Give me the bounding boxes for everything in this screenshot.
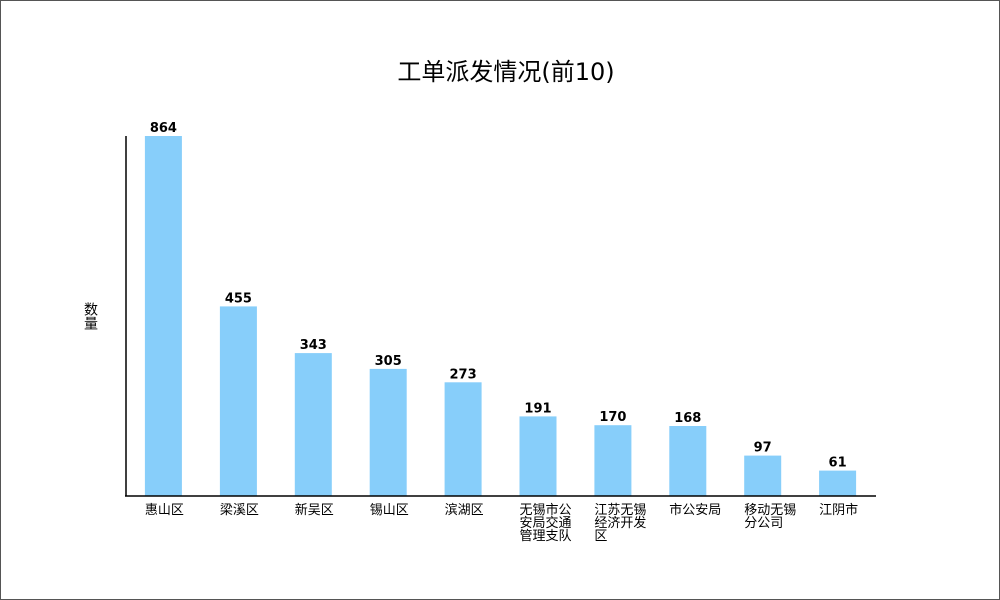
value-label-7: 168 xyxy=(674,411,701,426)
bar-9 xyxy=(819,470,857,496)
category-label-5-line-2: 管理支队 xyxy=(520,529,572,544)
labels-layer: 864 惠山区 455 梁溪区 343 新吴区 305 锡山区 273 滨湖区 191 无锡市公安局交… xyxy=(145,121,858,544)
bars-layer xyxy=(144,136,857,497)
bar-2 xyxy=(294,353,332,496)
value-label-5: 191 xyxy=(524,401,551,416)
value-label-6: 170 xyxy=(599,410,626,425)
bar-6 xyxy=(594,425,632,496)
category-label-6-line-0: 江苏无锡 xyxy=(594,502,646,518)
category-label-6-line-2: 区 xyxy=(594,529,607,544)
category-label-4: 滨湖区 xyxy=(445,502,484,518)
value-label-4: 273 xyxy=(450,367,477,382)
category-label-3: 锡山区 xyxy=(370,503,409,518)
category-label-8-line-0: 移动无锡 xyxy=(744,503,796,518)
category-label-5-line-0: 无锡市公 xyxy=(520,502,572,518)
value-label-3: 305 xyxy=(375,354,402,369)
category-label-9: 江阴市 xyxy=(819,502,858,518)
bar-4 xyxy=(444,382,482,497)
bar-3 xyxy=(369,368,407,496)
bar-8 xyxy=(744,455,782,496)
category-label-5-line-1: 安局交通 xyxy=(520,515,572,531)
value-label-2: 343 xyxy=(300,338,327,353)
bar-0 xyxy=(144,136,182,496)
value-label-9: 61 xyxy=(829,456,847,471)
category-label-0: 惠山区 xyxy=(145,503,184,518)
category-label-1: 梁溪区 xyxy=(220,503,259,518)
value-label-8: 97 xyxy=(754,441,772,456)
chart-title: 工单派发情况(前10) xyxy=(397,58,614,86)
value-label-1: 455 xyxy=(225,291,252,306)
value-label-0: 864 xyxy=(150,121,177,136)
bar-1 xyxy=(219,306,257,496)
category-label-7: 市公安局 xyxy=(669,502,721,518)
category-label-6-line-1: 经济开发 xyxy=(594,515,646,531)
category-label-2: 新吴区 xyxy=(295,502,334,518)
bar-5 xyxy=(519,416,557,496)
bar-7 xyxy=(669,426,707,496)
category-label-8-line-1: 分公司 xyxy=(744,516,783,531)
y-axis-label: 数量 xyxy=(82,302,98,330)
